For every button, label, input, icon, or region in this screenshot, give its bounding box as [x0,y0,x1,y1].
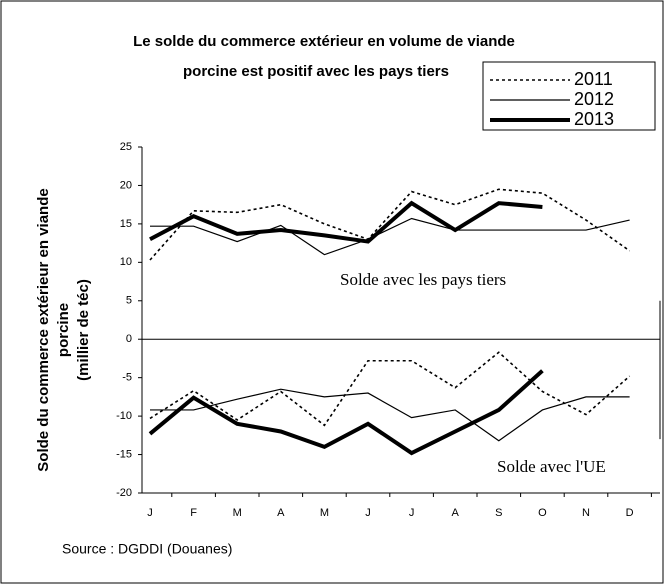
series-line [149,188,631,261]
y-label-line: Solde du commerce extérieur en viande [35,188,52,471]
x-tick-label: J [409,507,415,519]
legend-label: 2013 [574,109,614,129]
y-tick-label: -10 [116,410,132,422]
y-tick-label: 5 [126,295,132,307]
legend-label: 2012 [574,89,614,109]
y-tick-label: 25 [120,141,132,153]
series-line [149,200,543,244]
title-line: porcine est positif avec les pays tiers [183,63,449,80]
x-tick-label: J [147,507,153,519]
y-tick-label: -20 [116,487,132,499]
title-line: Le solde du commerce extérieur en volume… [133,33,515,50]
x-tick-label: A [277,507,285,519]
y-tick-label: -15 [116,448,132,460]
source: Source : DGDDI (Douanes) [62,541,232,557]
y-label-line: porcine [55,303,72,357]
x-tick-label: J [365,507,371,519]
x-tick-label: S [495,507,502,519]
x-tick-label: F [190,507,197,519]
y-tick-label: 15 [120,218,132,230]
series-line [150,388,630,442]
y-label-line: (millier de téc) [75,279,92,381]
x-tick-label: N [582,507,590,519]
y-tick-label: 10 [120,256,132,268]
x-tick-label: D [626,507,634,519]
y-tick-label: -5 [122,372,132,384]
x-tick-label: A [452,507,460,519]
y-label: Solde du commerce extérieur en viande po… [35,188,92,471]
x-tick-label: M [320,507,329,519]
annotation: Solde avec l'UE [497,457,606,476]
y-tick-label: 0 [126,333,132,345]
y-tick-label: 20 [120,179,132,191]
legend-label: 2011 [574,69,613,89]
x-tick-label: O [538,507,547,519]
annotation: Solde avec les pays tiers [340,270,506,289]
series-line [148,369,544,456]
x-tick-label: M [233,507,242,519]
series-line [150,217,630,256]
